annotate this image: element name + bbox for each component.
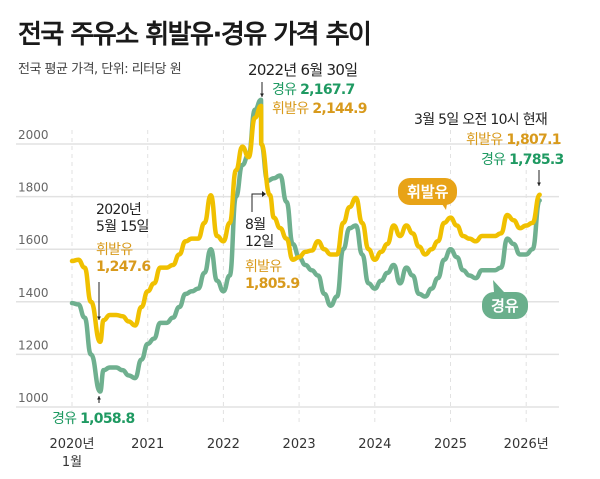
y-tick-label: 1800 bbox=[18, 181, 49, 195]
low-diesel-label: 경유 bbox=[52, 411, 77, 427]
low-gas-annotation: 휘발유 1,247.6 bbox=[96, 242, 151, 276]
low-date-year: 2020년 bbox=[96, 202, 142, 218]
peak-arrow-head bbox=[260, 93, 264, 97]
low-date-day: 5월 15일 bbox=[96, 219, 149, 235]
low-diesel-annotation: 경유 1,058.8 bbox=[52, 411, 135, 428]
aug-gas-annotation: 휘발유 1,805.9 bbox=[245, 259, 300, 293]
gasoline-legend-bubble: 휘발유 bbox=[398, 178, 458, 205]
current-arrow-head bbox=[537, 182, 541, 186]
peak-diesel-label: 경유 bbox=[272, 82, 297, 98]
y-tick-label: 1400 bbox=[18, 286, 49, 300]
aug-arrow-head bbox=[262, 191, 266, 197]
diesel-line bbox=[69, 97, 542, 394]
y-tick-label: 1600 bbox=[18, 233, 49, 247]
chart-title: 전국 주유소 휘발유·경유 가격 추이 bbox=[18, 20, 372, 50]
aug-gas-value: 1,805.9 bbox=[245, 276, 300, 292]
current-gas-annotation: 휘발유 1,807.1 bbox=[466, 132, 561, 149]
low-diesel-arrow-head bbox=[97, 396, 101, 400]
peak-gas-label: 휘발유 bbox=[272, 101, 309, 117]
peak-gas-value: 2,144.9 bbox=[312, 101, 367, 117]
aug-date-day: 12일 bbox=[245, 234, 274, 250]
x-tick-label: 2025 bbox=[434, 437, 467, 452]
x-tick-label: 1월 bbox=[62, 455, 82, 470]
peak-date-label: 2022년 6월 30일 bbox=[248, 61, 358, 79]
low-gas-value: 1,247.6 bbox=[96, 259, 151, 275]
x-tick-label: 2022 bbox=[207, 437, 240, 452]
diesel-bubble-tail bbox=[493, 280, 504, 292]
y-tick-label: 1000 bbox=[18, 391, 49, 405]
y-tick-label: 1200 bbox=[18, 338, 49, 352]
x-tick-label: 2023 bbox=[283, 437, 316, 452]
chart-subtitle: 전국 평균 가격, 단위: 리터당 원 bbox=[18, 62, 182, 77]
aug-gas-label: 휘발유 bbox=[245, 259, 282, 275]
peak-diesel-annotation: 경유 2,167.7 bbox=[272, 82, 355, 99]
y-tick-label: 2000 bbox=[18, 128, 49, 142]
peak-gas-annotation: 휘발유 2,144.9 bbox=[272, 101, 367, 118]
aug-date-month: 8월 bbox=[245, 217, 266, 233]
low-diesel-value: 1,058.8 bbox=[80, 411, 135, 427]
current-gas-label: 휘발유 bbox=[466, 132, 503, 148]
current-diesel-value: 1,785.3 bbox=[509, 152, 564, 168]
low-gas-arrow-head bbox=[97, 316, 101, 320]
x-tick-label: 2020년 bbox=[49, 437, 94, 452]
current-diesel-annotation: 경유 1,785.3 bbox=[481, 152, 564, 169]
current-date-label: 3월 5일 오전 10시 현재 bbox=[414, 112, 548, 128]
aug-arrow bbox=[251, 193, 262, 212]
current-gas-value: 1,807.1 bbox=[506, 132, 561, 148]
x-tick-label: 2026년 bbox=[504, 437, 549, 452]
aug-date-annotation: 8월 12일 bbox=[245, 217, 274, 251]
gasoline-line bbox=[69, 103, 542, 345]
peak-diesel-value: 2,167.7 bbox=[300, 82, 355, 98]
low-gas-label: 휘발유 bbox=[96, 242, 133, 258]
diesel-legend-bubble: 경유 bbox=[482, 292, 528, 319]
low-date-annotation: 2020년 5월 15일 bbox=[96, 202, 149, 236]
x-tick-label: 2024 bbox=[358, 437, 391, 452]
current-diesel-label: 경유 bbox=[481, 152, 506, 168]
x-tick-label: 2021 bbox=[131, 437, 164, 452]
